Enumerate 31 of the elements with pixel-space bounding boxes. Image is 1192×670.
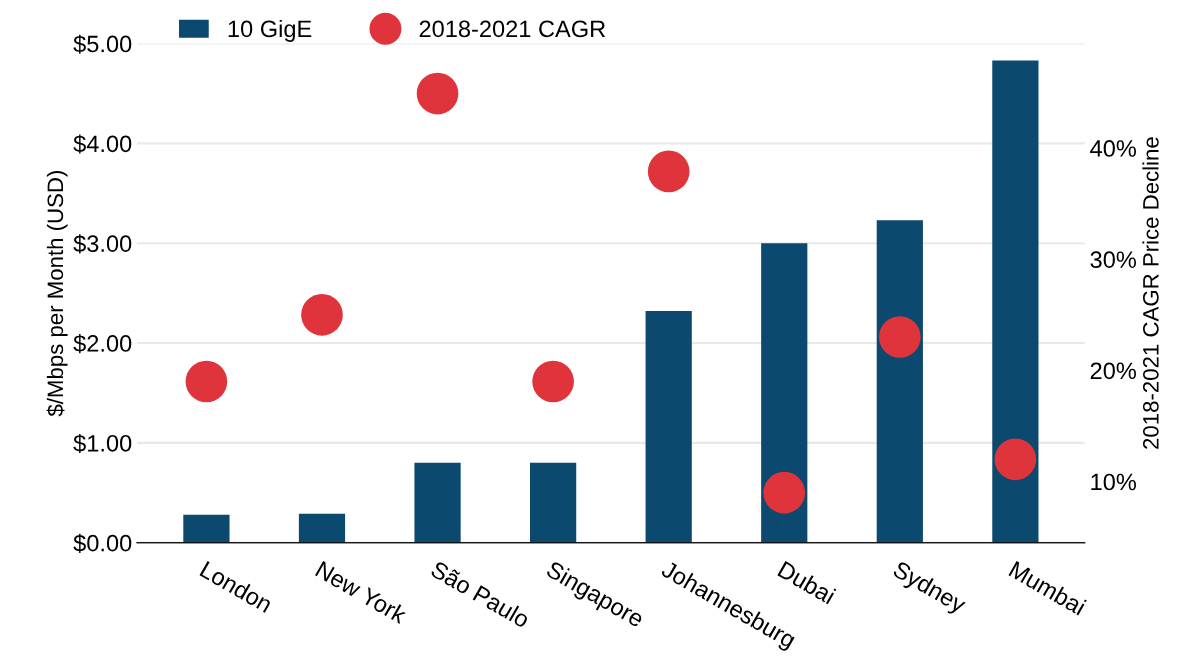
point [878,316,921,358]
y-axis-title: $/Mbps per Month (USD) [46,171,68,417]
bar [414,462,461,543]
y2-tick-label: 10% [1091,473,1136,491]
y-tick-label: $0.00 [73,533,132,553]
bar [992,60,1039,543]
point [416,72,459,115]
y-tick-label: $3.00 [73,234,132,254]
bar [183,514,230,543]
x-tick-label: New York [314,560,409,625]
point [763,471,806,514]
y2-tick-label: 40% [1090,140,1136,157]
y-tick-label: $2.00 [73,334,132,354]
y-tick-label: $1.00 [73,433,132,454]
bar [761,243,808,543]
point [185,360,228,403]
y2-tick-label: 20% [1090,362,1136,380]
bar [530,462,577,543]
bar [645,311,692,543]
point [647,150,690,193]
point [994,438,1037,481]
bar [876,220,923,543]
y-tick-label: $4.00 [73,134,132,154]
point [301,293,343,336]
y2-tick-label: 30% [1090,251,1136,269]
legend-label: 2018-2021 CAGR [419,20,606,38]
legend-label: 10 GigE [228,19,312,42]
y2-axis-title: 2018-2021 CAGR Price Decline [1142,137,1159,449]
y-tick-label: $5.00 [73,34,132,54]
bar [298,513,346,543]
point [532,360,574,403]
